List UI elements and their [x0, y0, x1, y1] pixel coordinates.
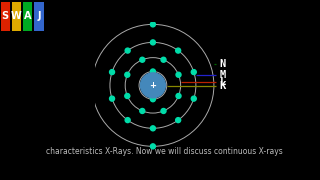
Circle shape — [161, 57, 166, 62]
Circle shape — [150, 97, 156, 102]
Circle shape — [150, 69, 156, 74]
Text: K: K — [220, 81, 226, 91]
Circle shape — [125, 48, 130, 53]
Circle shape — [150, 40, 156, 45]
Circle shape — [176, 118, 181, 123]
Circle shape — [150, 144, 156, 149]
Circle shape — [191, 96, 196, 101]
Circle shape — [176, 72, 181, 77]
Text: W: W — [11, 11, 22, 21]
Circle shape — [140, 57, 145, 62]
Circle shape — [125, 118, 130, 123]
Circle shape — [176, 93, 181, 98]
Circle shape — [125, 72, 130, 77]
Circle shape — [150, 22, 156, 27]
Text: L: L — [220, 77, 226, 87]
Circle shape — [125, 93, 130, 98]
Text: J: J — [37, 11, 41, 21]
Text: S: S — [2, 11, 9, 21]
Circle shape — [161, 109, 166, 113]
Circle shape — [140, 109, 145, 113]
Text: characteristics X-Rays. Now we will discuss continuous X-rays: characteristics X-Rays. Now we will disc… — [46, 147, 282, 156]
FancyBboxPatch shape — [34, 2, 44, 31]
FancyBboxPatch shape — [12, 2, 21, 31]
FancyBboxPatch shape — [1, 2, 10, 31]
Text: N: N — [220, 59, 226, 69]
Circle shape — [150, 126, 156, 131]
Circle shape — [109, 96, 115, 101]
Circle shape — [109, 70, 115, 75]
Circle shape — [176, 48, 181, 53]
Text: M: M — [220, 70, 226, 80]
FancyBboxPatch shape — [23, 2, 33, 31]
Text: A: A — [24, 11, 31, 21]
Circle shape — [140, 73, 165, 98]
Text: +: + — [149, 81, 156, 90]
Circle shape — [191, 70, 196, 75]
